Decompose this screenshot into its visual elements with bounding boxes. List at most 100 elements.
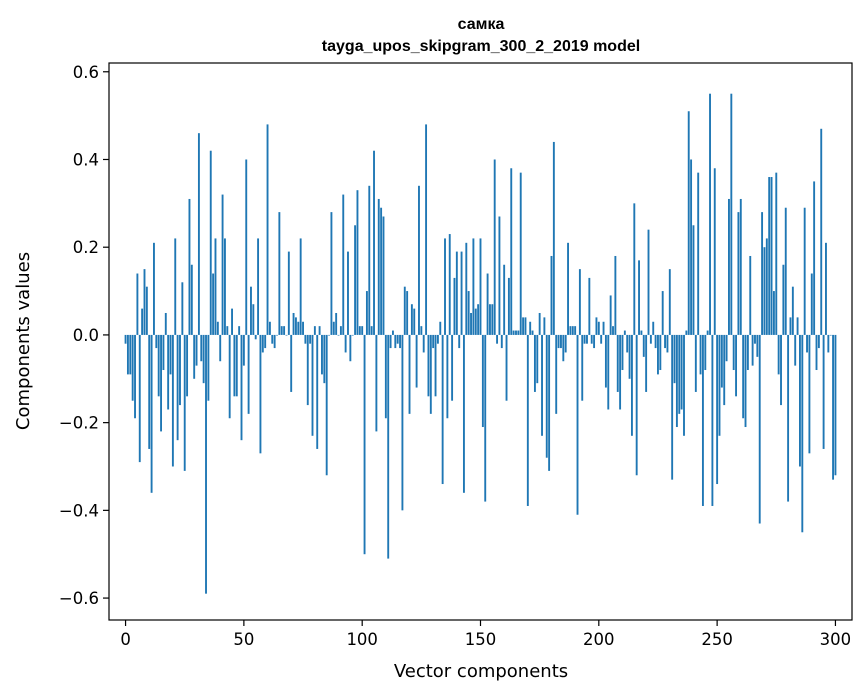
bar-193 <box>581 334 584 401</box>
bar-89 <box>335 312 338 335</box>
bar-109 <box>382 216 385 335</box>
bar-284 <box>796 317 799 335</box>
plot-frame <box>108 62 853 621</box>
bar-69 <box>287 251 290 335</box>
bar-140 <box>455 251 458 335</box>
x-tick-label: 0 <box>120 630 131 649</box>
bar-37 <box>212 273 215 335</box>
bar-256 <box>730 93 733 335</box>
bar-92 <box>342 194 345 335</box>
bar-250 <box>716 334 719 485</box>
bar-113 <box>392 330 394 335</box>
bar-253 <box>723 334 726 406</box>
bar-247 <box>709 93 711 335</box>
bar-42 <box>224 238 226 335</box>
bar-224 <box>654 334 657 349</box>
bar-196 <box>588 277 591 335</box>
bar-136 <box>446 334 449 419</box>
bar-120 <box>408 334 411 414</box>
y-axis-label: Components values <box>13 252 34 430</box>
bar-166 <box>517 330 520 335</box>
bar-199 <box>595 317 598 335</box>
bar-35 <box>207 334 210 401</box>
bar-159 <box>500 334 503 349</box>
bar-112 <box>389 334 392 349</box>
bar-231 <box>671 334 674 480</box>
bar-29 <box>193 334 196 379</box>
bar-125 <box>420 326 423 335</box>
bar-219 <box>642 334 645 357</box>
bar-165 <box>515 330 517 335</box>
bar-97 <box>354 225 357 335</box>
bar-223 <box>652 321 655 335</box>
bar-179 <box>548 334 551 471</box>
bar-173 <box>533 334 536 392</box>
bar-34 <box>205 334 207 594</box>
bar-164 <box>512 330 515 335</box>
bar-155 <box>491 304 494 335</box>
x-tick-label: 300 <box>820 630 852 649</box>
bar-79 <box>311 334 314 436</box>
bar-123 <box>415 334 418 388</box>
bar-210 <box>621 334 624 371</box>
bar-288 <box>806 334 808 353</box>
bar-261 <box>742 334 745 419</box>
x-tick-label: 50 <box>233 630 254 649</box>
bar-152 <box>484 334 487 502</box>
bar-169 <box>524 317 527 335</box>
bar-183 <box>557 334 560 349</box>
bar-239 <box>690 159 693 335</box>
chart-subtitle: tayga_upos_skipgram_300_2_2019 model <box>322 38 640 55</box>
bar-285 <box>799 334 801 467</box>
y-tick-label: 0.6 <box>73 63 99 82</box>
bar-87 <box>330 212 333 335</box>
bar-278 <box>782 264 785 335</box>
bar-153 <box>486 273 489 335</box>
bar-57 <box>259 334 262 454</box>
bar-98 <box>356 190 359 335</box>
bar-10 <box>148 334 151 449</box>
bar-94 <box>347 251 349 335</box>
bar-200 <box>597 321 600 335</box>
bar-178 <box>545 334 548 458</box>
bar-248 <box>711 334 714 506</box>
bar-99 <box>358 326 361 335</box>
bar-27 <box>188 198 191 335</box>
bar-114 <box>394 334 397 349</box>
bar-103 <box>368 185 371 335</box>
y-tick-label: 0.0 <box>73 326 99 345</box>
bar-275 <box>775 172 778 335</box>
bar-181 <box>552 141 555 335</box>
bar-251 <box>718 334 721 436</box>
bar-245 <box>704 334 707 371</box>
bar-297 <box>827 334 830 353</box>
bar-116 <box>399 334 401 349</box>
bar-271 <box>765 238 768 335</box>
bar-64 <box>276 334 278 336</box>
bar-3 <box>131 334 134 401</box>
bar-22 <box>176 334 179 441</box>
bar-66 <box>280 326 283 335</box>
bar-194 <box>583 334 586 344</box>
bar-78 <box>309 334 312 344</box>
bar-43 <box>226 326 229 335</box>
bar-68 <box>285 334 288 336</box>
bar-40 <box>219 334 222 362</box>
bar-25 <box>183 334 186 471</box>
bar-156 <box>493 159 496 335</box>
bar-260 <box>739 198 742 335</box>
bar-15 <box>160 334 162 432</box>
bar-265 <box>751 334 754 366</box>
bar-146 <box>470 312 472 335</box>
bar-147 <box>472 238 475 335</box>
bar-296 <box>825 242 827 335</box>
bar-115 <box>396 334 399 344</box>
bar-104 <box>370 326 373 335</box>
bar-50 <box>242 334 245 366</box>
bar-282 <box>791 286 794 335</box>
bar-7 <box>141 308 144 335</box>
bar-204 <box>607 334 610 410</box>
bar-163 <box>510 168 513 335</box>
bar-203 <box>604 334 607 388</box>
bar-171 <box>529 321 532 335</box>
